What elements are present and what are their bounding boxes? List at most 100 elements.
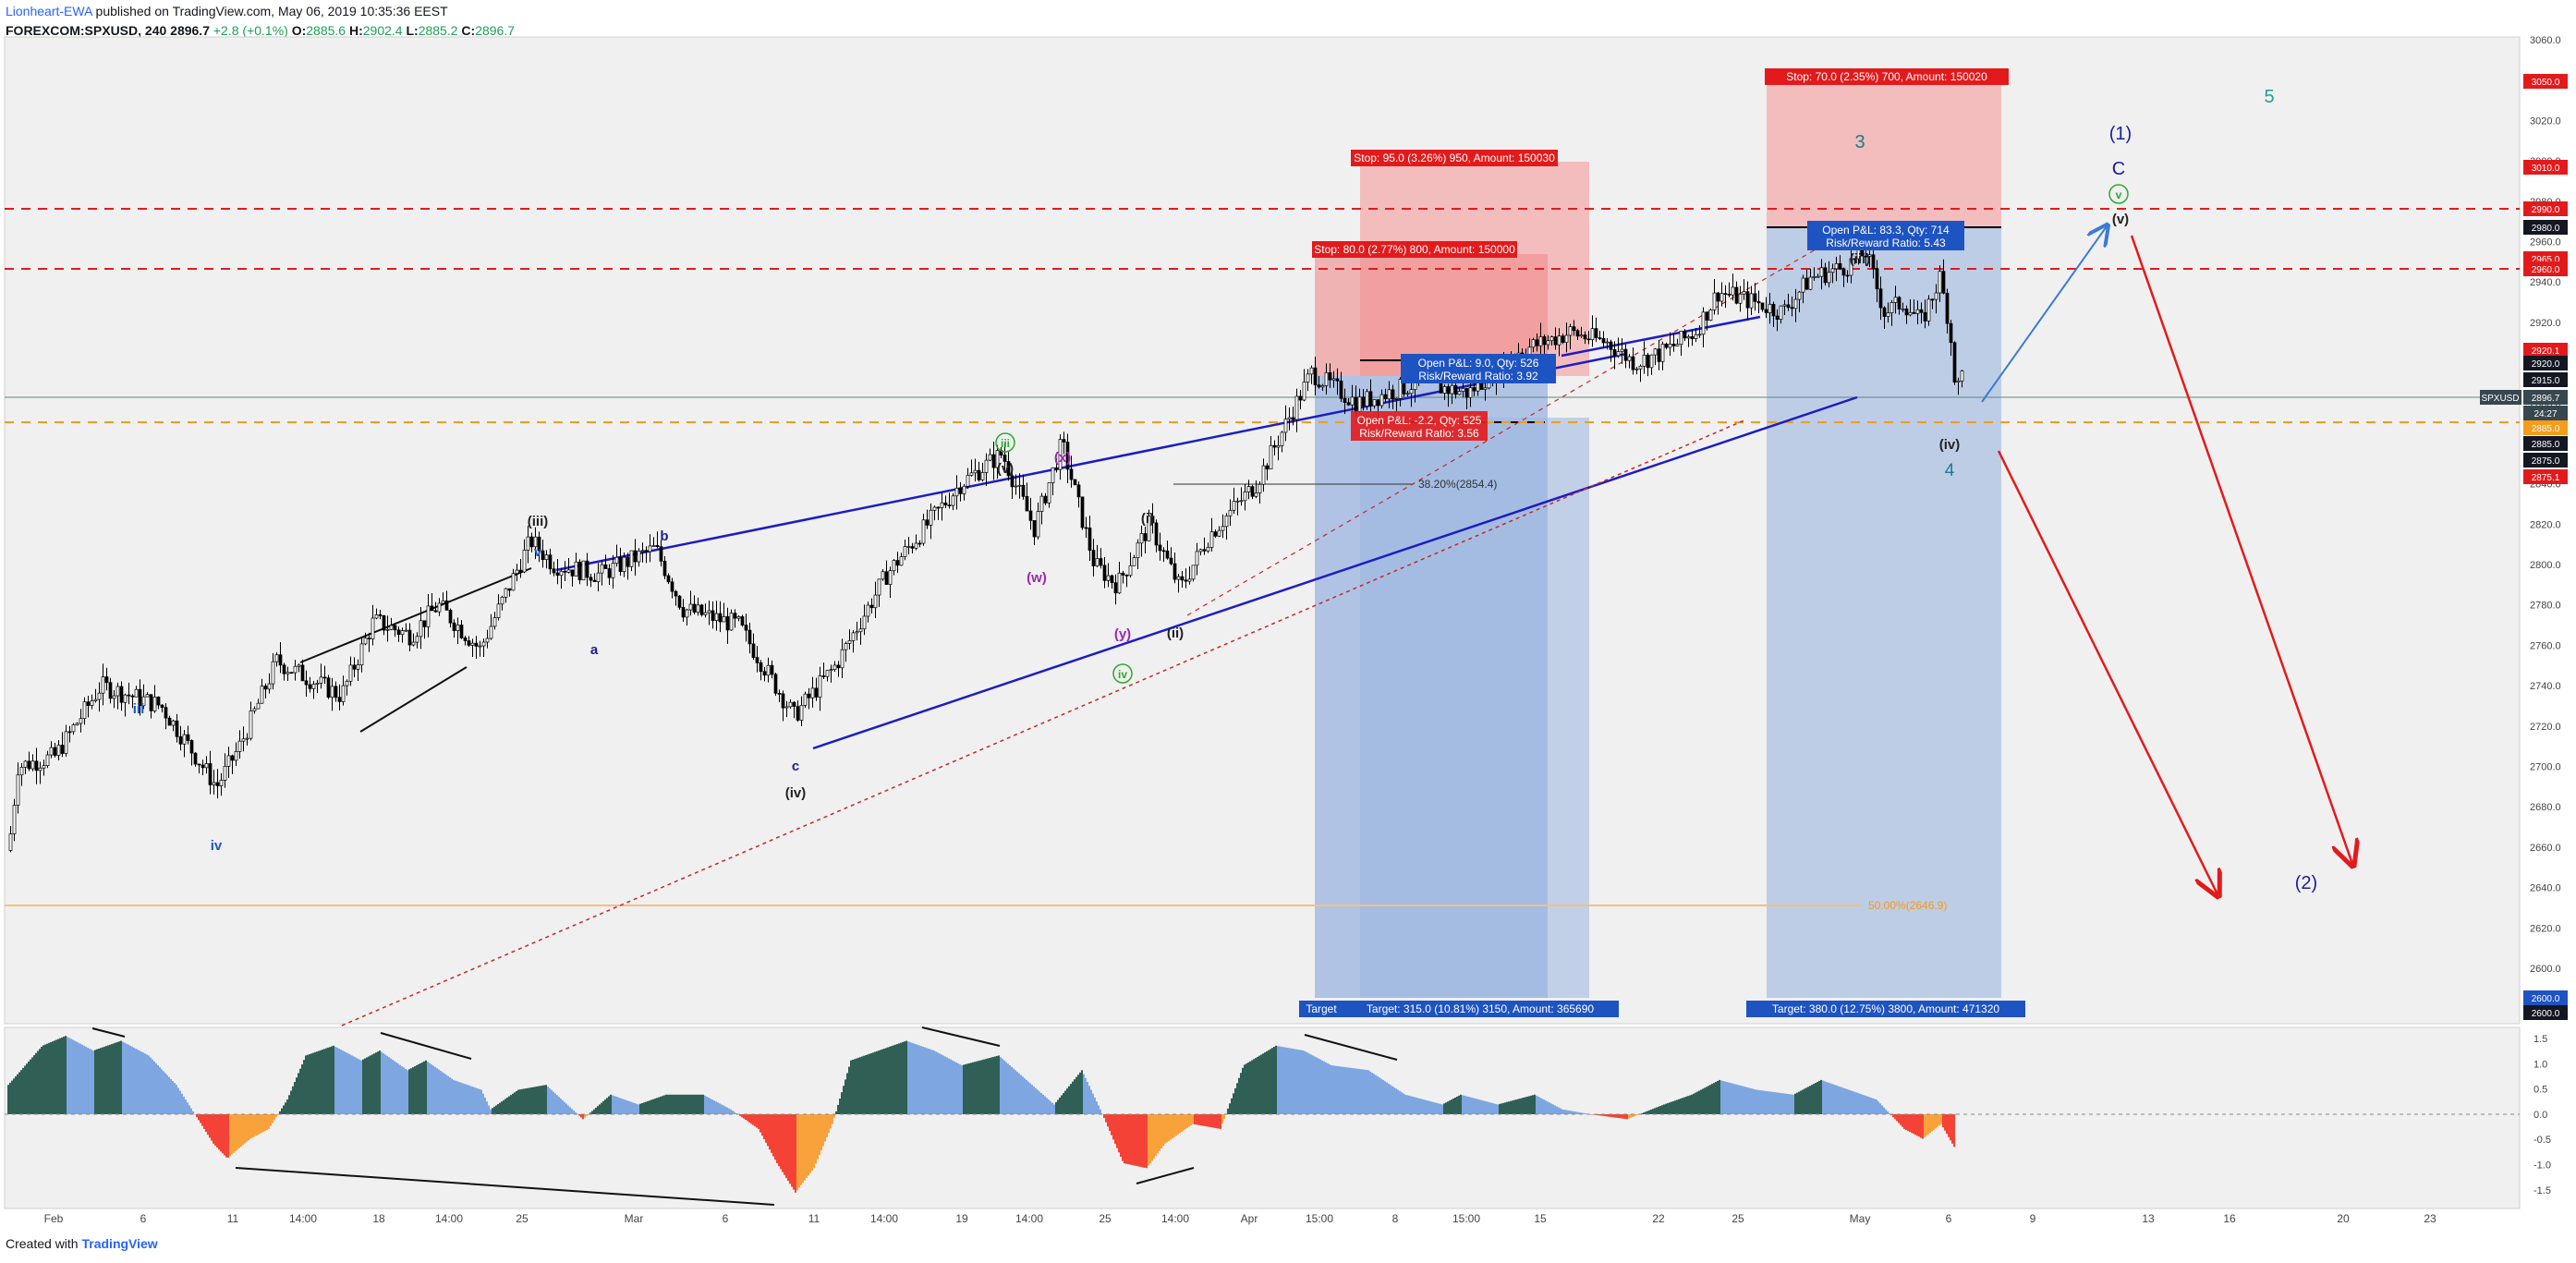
osc-bar xyxy=(1913,1114,1914,1135)
candle-body xyxy=(699,604,704,615)
osc-bar xyxy=(1399,1090,1401,1114)
candle-body xyxy=(1808,276,1813,290)
osc-bar xyxy=(1016,1072,1018,1114)
osc-bar xyxy=(275,1114,277,1118)
pos4-target-label[interactable] xyxy=(1746,1001,2025,1017)
osc-bar xyxy=(1892,1114,1894,1118)
osc-bar xyxy=(750,1114,752,1124)
upper-channel-ext[interactable] xyxy=(1561,315,1761,358)
osc-bar xyxy=(1513,1099,1515,1114)
pos4-pnl-label[interactable] xyxy=(1807,221,1964,250)
price-badge-text: 2600.0 xyxy=(2532,1009,2560,1019)
candle-body xyxy=(500,596,504,605)
dotted-trendline-2[interactable] xyxy=(1186,249,1817,616)
projection-arrow-up[interactable] xyxy=(1981,226,2107,403)
osc-bar xyxy=(436,1068,438,1114)
osc-bar xyxy=(1451,1099,1452,1114)
candle-body xyxy=(1579,334,1584,337)
candle-body xyxy=(319,676,323,684)
osc-bar xyxy=(1536,1095,1537,1114)
projection-arrow-down-1[interactable] xyxy=(1997,450,2218,894)
candle-body xyxy=(940,502,944,508)
osc-bar xyxy=(310,1053,312,1114)
pos4-stop-zone[interactable] xyxy=(1767,81,2001,227)
candle-body xyxy=(470,642,475,646)
osc-bar xyxy=(200,1114,201,1123)
symbol-title[interactable]: FOREXCOM:SPXUSD, 240 xyxy=(6,23,167,38)
tradingview-logo[interactable]: TradingView xyxy=(81,1236,158,1251)
pos4-stop-label[interactable] xyxy=(1765,68,2009,85)
osc-bar xyxy=(1938,1114,1940,1126)
wedge-line-lower[interactable] xyxy=(359,666,468,733)
osc-bar xyxy=(318,1050,320,1114)
candle-body xyxy=(570,569,575,577)
created-with: Created with xyxy=(6,1236,79,1251)
osc-bar xyxy=(135,1048,137,1114)
osc-bar xyxy=(856,1058,857,1114)
pos4-target-zone[interactable] xyxy=(1767,227,2001,998)
pos2-pnl-label[interactable] xyxy=(1401,354,1556,383)
dotted-trendline[interactable] xyxy=(341,419,1747,1026)
osc-bar xyxy=(756,1114,758,1128)
candle-body xyxy=(456,625,460,631)
osc-bar xyxy=(540,1086,541,1114)
price-axis[interactable]: 3060.03040.03020.03000.02980.02960.02940… xyxy=(2521,35,2576,1024)
osc-bar xyxy=(1706,1087,1707,1114)
osc-bar xyxy=(1839,1086,1841,1114)
osc-bar xyxy=(730,1109,732,1114)
candle-body xyxy=(297,664,301,667)
pos1-target-zone[interactable] xyxy=(1360,418,1589,998)
osc-bar xyxy=(1440,1103,1441,1114)
candle-body xyxy=(814,687,819,698)
low-label: L: xyxy=(406,23,419,38)
osc-bar xyxy=(1883,1107,1885,1114)
osc-bar xyxy=(691,1094,693,1114)
osc-bar xyxy=(589,1112,591,1114)
pos2-target-label[interactable] xyxy=(1299,1001,1343,1017)
projection-arrow-down-2[interactable] xyxy=(2130,235,2352,864)
pos3-pnl-label[interactable] xyxy=(1351,411,1488,441)
osc-bar xyxy=(761,1114,763,1136)
price-badge xyxy=(2523,343,2568,358)
candle-body xyxy=(1076,484,1081,498)
candle-body xyxy=(559,570,564,577)
osc-bar xyxy=(1658,1106,1659,1114)
pos1-target-label[interactable] xyxy=(1342,1001,1619,1017)
pos2-stop-label[interactable] xyxy=(1312,241,1517,258)
osc-bar xyxy=(682,1094,684,1114)
osc-bar xyxy=(237,1114,238,1150)
osc-bar xyxy=(990,1057,992,1114)
candle-body xyxy=(42,765,46,769)
osc-bar xyxy=(410,1068,412,1114)
candle-body xyxy=(1058,439,1063,470)
osc-bar xyxy=(495,1105,497,1114)
candle-body xyxy=(640,550,645,553)
osc-bar xyxy=(989,1058,990,1114)
osc-bar xyxy=(1037,1089,1039,1114)
pos1-stop-label[interactable] xyxy=(1351,150,1558,166)
wedge-line-upper[interactable] xyxy=(299,567,532,663)
time-axis[interactable]: Feb 6 11 14:00 18 14:00 25 Mar 6 11 14:00 19 14:00 25… xyxy=(44,1212,2436,1225)
candle-body xyxy=(1272,444,1277,448)
candle-body xyxy=(1745,291,1750,309)
lower-channel-line[interactable] xyxy=(812,395,1858,750)
time-tick: 19 xyxy=(955,1212,968,1225)
osc-bar xyxy=(1210,1114,1212,1128)
candle-body xyxy=(1623,348,1628,361)
candle-body xyxy=(27,760,31,770)
osc-bar xyxy=(30,1059,31,1114)
author-link[interactable]: Lionheart-EWA xyxy=(6,4,92,18)
osc-bar xyxy=(1942,1114,1944,1128)
osc-bar xyxy=(1887,1111,1889,1114)
candle-body xyxy=(474,642,479,647)
position-labels[interactable]: Stop: 95.0 (3.26%) 950, Amount: 150030 S… xyxy=(1299,68,2025,1017)
osc-bar xyxy=(931,1050,933,1114)
time-tick: 13 xyxy=(2142,1212,2155,1225)
candle-body xyxy=(1712,292,1717,310)
time-tick: 11 xyxy=(808,1212,820,1225)
osc-bar xyxy=(67,1037,68,1114)
oscillator-axis[interactable]: 1.51.00.50.0-0.5-1.0-1.5 xyxy=(2521,1027,2576,1208)
candle-body xyxy=(204,763,209,769)
price-badge xyxy=(2523,990,2568,1005)
